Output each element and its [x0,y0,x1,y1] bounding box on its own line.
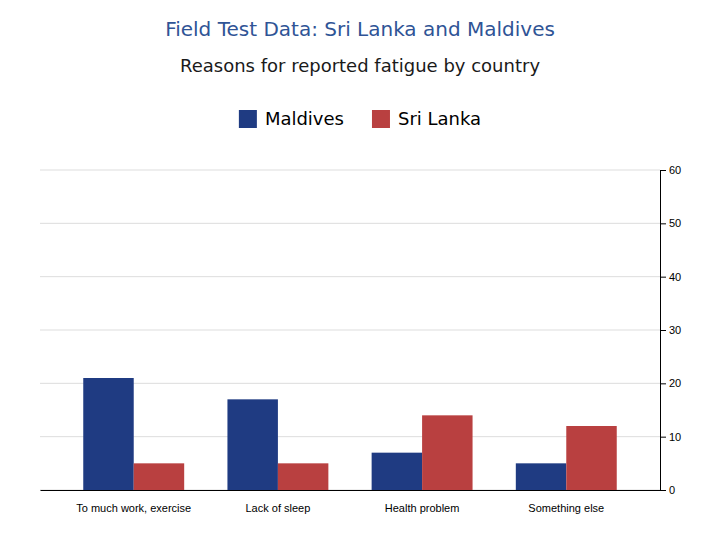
legend: Maldives Sri Lanka [239,108,481,129]
y-tick: 50 [660,217,681,229]
title: Field Test Data: Sri Lanka and Maldives [165,17,555,41]
grid [40,170,660,490]
bar [422,415,472,490]
y-tick-mark [660,170,666,171]
y-tick-label: 50 [669,217,681,229]
legend-swatch [372,110,390,128]
y-tick-label: 60 [669,164,681,176]
y-tick-label: 30 [669,324,681,336]
legend-item: Sri Lanka [372,108,481,129]
x-tick: Something else [528,502,604,514]
legend-item: Maldives [239,108,344,129]
y-axis: 0 10 20 30 40 50 60 [660,164,681,496]
grid-line [40,330,660,331]
grid-line [40,223,660,224]
legend-label: Maldives [265,108,344,129]
y-tick: 60 [660,164,681,176]
bar [372,453,422,490]
bar [134,463,184,490]
y-tick: 10 [660,431,681,443]
legend-swatch [239,110,257,128]
y-tick-mark [660,437,666,438]
chart: Field Test Data: Sri Lanka and Maldives R… [0,0,720,540]
y-tick-mark [660,383,666,384]
bar [83,378,133,490]
legend-label: Sri Lanka [398,108,481,129]
x-axis-line [41,490,661,491]
plot: To much work, exercise Lack of sleep Healt… [40,164,681,514]
x-tick-label: To much work, exercise [76,502,191,514]
y-tick-label: 0 [669,484,675,496]
grid-line [40,170,660,171]
bars [83,378,616,490]
bar [516,463,566,490]
y-tick-label: 40 [669,271,681,283]
x-tick: To much work, exercise [76,502,191,514]
bar [227,399,277,490]
y-tick: 20 [660,377,681,389]
x-tick-label: Health problem [385,502,460,514]
y-tick-label: 10 [669,431,681,443]
x-tick: Lack of sleep [245,502,310,514]
grid-line [40,276,660,277]
bar [566,426,616,490]
subtitle: Reasons for reported fatigue by country [180,55,540,76]
y-tick-mark [660,330,666,331]
x-axis: To much work, exercise Lack of sleep Healt… [41,491,661,515]
x-tick-label: Lack of sleep [245,502,310,514]
y-tick-mark [660,277,666,278]
y-tick-label: 20 [669,377,681,389]
y-tick: 0 [660,484,675,496]
x-tick: Health problem [385,502,460,514]
y-tick: 40 [660,271,681,283]
x-tick-label: Something else [528,502,604,514]
bar [278,463,328,490]
y-tick: 30 [660,324,681,336]
y-tick-mark [660,223,666,224]
y-tick-mark [660,490,666,491]
